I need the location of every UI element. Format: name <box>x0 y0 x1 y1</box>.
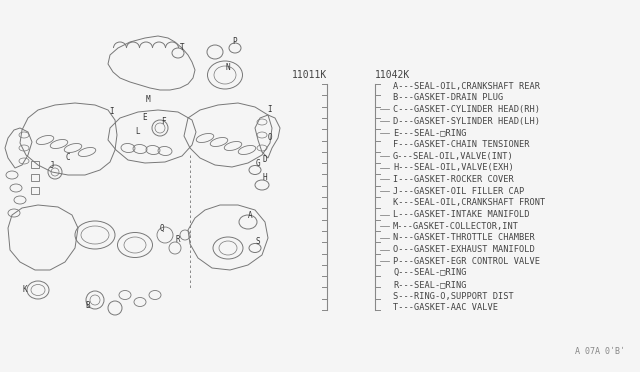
Text: P---GASKET-EGR CONTROL VALVE: P---GASKET-EGR CONTROL VALVE <box>393 257 540 266</box>
Text: M: M <box>146 96 150 105</box>
Text: 11011K: 11011K <box>292 70 327 80</box>
Text: N: N <box>226 64 230 73</box>
Text: K: K <box>22 285 28 295</box>
Bar <box>31 161 39 168</box>
Text: G: G <box>256 158 260 167</box>
Text: R: R <box>176 235 180 244</box>
Text: F---GASKET-CHAIN TENSIONER: F---GASKET-CHAIN TENSIONER <box>393 140 529 149</box>
Text: S---RING-O,SUPPORT DIST: S---RING-O,SUPPORT DIST <box>393 292 514 301</box>
Text: E: E <box>143 113 147 122</box>
Bar <box>31 187 39 194</box>
Text: Q: Q <box>160 224 164 232</box>
Text: P: P <box>233 38 237 46</box>
Text: I: I <box>268 106 272 115</box>
Text: D: D <box>262 155 268 164</box>
Text: Q---SEAL-□RING: Q---SEAL-□RING <box>393 269 467 278</box>
Text: O: O <box>268 134 272 142</box>
Text: D---GASKET-SYLINDER HEAD(LH): D---GASKET-SYLINDER HEAD(LH) <box>393 116 540 126</box>
Text: A 07A 0ʹBʹ: A 07A 0ʹBʹ <box>575 347 625 356</box>
Text: E---SEAL-□RING: E---SEAL-□RING <box>393 128 467 137</box>
Text: T---GASKET-AAC VALVE: T---GASKET-AAC VALVE <box>393 304 498 312</box>
Text: 11042K: 11042K <box>375 70 410 80</box>
Text: I: I <box>109 108 115 116</box>
Text: J---GASKET-OIL FILLER CAP: J---GASKET-OIL FILLER CAP <box>393 187 524 196</box>
Text: L---GASKET-INTAKE MANIFOLD: L---GASKET-INTAKE MANIFOLD <box>393 210 529 219</box>
Text: F: F <box>161 118 165 126</box>
Text: C: C <box>66 154 70 163</box>
Text: I---GASKET-ROCKER COVER: I---GASKET-ROCKER COVER <box>393 175 514 184</box>
Text: T: T <box>180 44 184 52</box>
Text: G---SEAL-OIL,VALVE(INT): G---SEAL-OIL,VALVE(INT) <box>393 152 514 161</box>
Text: H: H <box>262 173 268 183</box>
Text: K---SEAL-OIL,CRANKSHAFT FRONT: K---SEAL-OIL,CRANKSHAFT FRONT <box>393 198 545 207</box>
Text: S: S <box>256 237 260 247</box>
Text: C---GASKET-CYLINDER HEAD(RH): C---GASKET-CYLINDER HEAD(RH) <box>393 105 540 114</box>
Text: M---GASKET-COLLECTOR,INT: M---GASKET-COLLECTOR,INT <box>393 222 519 231</box>
Text: A: A <box>248 211 252 219</box>
Text: R---SEAL-□RING: R---SEAL-□RING <box>393 280 467 289</box>
Text: O---GASKET-EXHAUST MANIFOLD: O---GASKET-EXHAUST MANIFOLD <box>393 245 535 254</box>
Bar <box>31 174 39 181</box>
Text: N---GASKET-THROTTLE CHAMBER: N---GASKET-THROTTLE CHAMBER <box>393 233 535 243</box>
Text: A---SEAL-OIL,CRANKSHAFT REAR: A---SEAL-OIL,CRANKSHAFT REAR <box>393 81 540 90</box>
Text: H---SEAL-OIL,VALVE(EXH): H---SEAL-OIL,VALVE(EXH) <box>393 163 514 172</box>
Text: B---GASKET-DRAIN PLUG: B---GASKET-DRAIN PLUG <box>393 93 503 102</box>
Text: B: B <box>86 301 90 310</box>
Text: J: J <box>50 160 54 170</box>
Text: L: L <box>136 128 140 137</box>
